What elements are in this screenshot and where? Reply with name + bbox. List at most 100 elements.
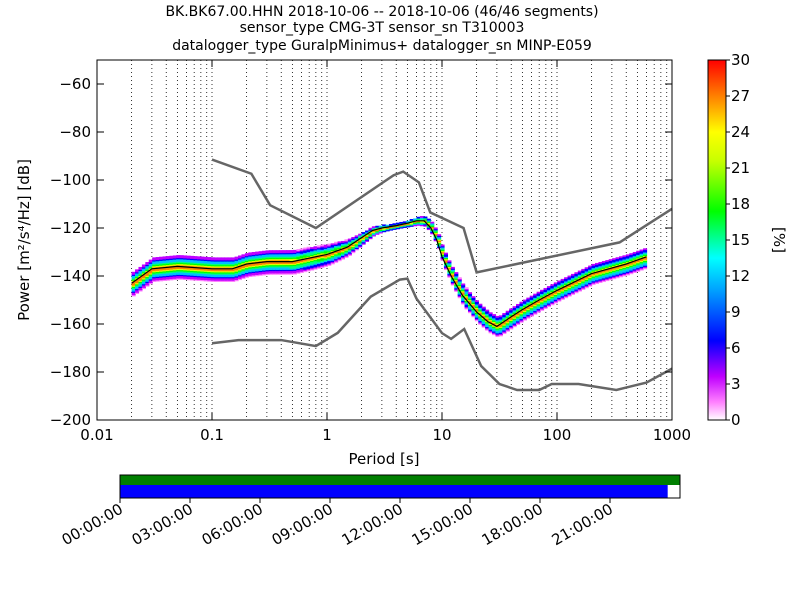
heatmap-cell — [478, 306, 483, 308]
heatmap-cell — [213, 266, 219, 269]
heatmap-cell — [533, 310, 538, 313]
heatmap-cell — [169, 262, 174, 265]
heatmap-cell — [519, 317, 524, 320]
heatmap-cell — [176, 262, 181, 265]
heatmap-cell — [258, 254, 263, 257]
heatmap-cell — [323, 247, 328, 249]
heatmap-cell — [601, 265, 606, 268]
heatmap-cell — [282, 269, 287, 272]
heatmap-cell — [152, 259, 157, 262]
heatmap-cell — [577, 274, 582, 276]
heatmap-cell — [481, 311, 486, 314]
heatmap-cell — [612, 268, 617, 271]
heatmap-cell — [395, 227, 400, 230]
heatmap-cell — [399, 225, 404, 228]
heatmap-cell — [234, 257, 239, 260]
heatmap-cell — [612, 267, 617, 270]
heatmap-cell — [536, 306, 541, 308]
x-tick-label: 100 — [543, 426, 572, 444]
heatmap-cell — [268, 270, 273, 273]
heatmap-cell — [560, 282, 565, 285]
heatmap-cell — [632, 257, 637, 260]
heatmap-cell — [632, 265, 637, 267]
heatmap-cell — [152, 264, 157, 267]
heatmap-cell — [536, 292, 541, 295]
heatmap-cell — [608, 260, 613, 263]
heatmap-cell — [279, 250, 284, 252]
heatmap-cell — [238, 275, 243, 278]
heatmap-cell — [275, 258, 280, 261]
heatmap-cell — [327, 246, 332, 248]
heatmap-cell — [636, 255, 641, 258]
noise-models — [211, 158, 673, 392]
heatmap-cell — [203, 259, 208, 262]
heatmap-cell — [241, 266, 246, 269]
heatmap-cell — [492, 333, 497, 336]
heatmap-cell — [584, 268, 589, 271]
heatmap-cell — [577, 289, 582, 292]
heatmap-cell — [557, 294, 562, 297]
heatmap-cell — [279, 251, 284, 254]
heatmap-cell — [361, 238, 366, 240]
heatmap-cell — [330, 258, 335, 261]
heatmap-cell — [262, 259, 267, 261]
heatmap-cell — [430, 224, 435, 226]
heatmap-cell — [344, 254, 349, 257]
heatmap-cell — [210, 265, 215, 268]
heatmap-cell — [505, 322, 510, 325]
heatmap-cell — [591, 275, 596, 278]
heatmap-cell — [416, 217, 421, 220]
heatmap-cell — [584, 282, 589, 285]
heatmap-cell — [224, 263, 229, 266]
heatmap-cell — [282, 253, 287, 256]
heatmap-cell — [272, 250, 277, 252]
heatmap-cell — [169, 258, 174, 260]
heatmap-cell — [502, 329, 507, 332]
heatmap-cell — [296, 249, 301, 251]
colorbar-tick-label: 18 — [731, 195, 750, 213]
heatmap-cell — [447, 262, 452, 265]
heatmap-cell — [152, 274, 157, 276]
heatmap-cell — [200, 279, 205, 282]
heatmap-cell — [255, 268, 260, 271]
heatmap-cell — [553, 300, 558, 303]
heatmap-cell — [176, 256, 181, 259]
heatmap-cell — [378, 229, 383, 232]
heatmap-cell — [498, 328, 503, 331]
heatmap-cell — [601, 274, 606, 277]
heatmap-cell — [471, 313, 476, 315]
heatmap-cell — [227, 276, 232, 279]
heatmap-cell — [478, 313, 483, 316]
heatmap-cell — [169, 259, 174, 262]
heatmap-cell — [292, 271, 297, 274]
heatmap-cell — [395, 225, 400, 227]
heatmap-cell — [591, 273, 596, 276]
heatmap-cell — [327, 255, 332, 258]
heatmap-cell — [323, 251, 328, 254]
heatmap-cell — [615, 266, 620, 269]
heatmap-cell — [138, 280, 143, 282]
y-tick-label: −120 — [50, 219, 91, 237]
heatmap-cell — [619, 268, 624, 271]
heatmap-cell — [481, 313, 486, 316]
heatmap-cell — [344, 245, 349, 248]
heatmap-cell — [279, 271, 284, 274]
heatmap-cell — [608, 269, 613, 272]
heatmap-cell — [526, 298, 531, 301]
heatmap-cell — [498, 323, 503, 326]
heatmap-cell — [251, 263, 256, 266]
heatmap-cell — [282, 272, 287, 275]
heatmap-cell — [210, 271, 215, 274]
heatmap-cell — [557, 291, 562, 294]
heatmap-cell — [279, 270, 284, 273]
heatmap-cell — [251, 253, 256, 255]
heatmap-cell — [430, 222, 435, 225]
heatmap-cell — [464, 287, 469, 290]
heatmap-cell — [289, 262, 294, 264]
heatmap-cell — [224, 266, 229, 269]
heatmap-cell — [536, 304, 541, 307]
plot-area: 0.01 0.1 1 10 100 1000 −60−80−100−120−140−160… — [15, 59, 691, 468]
heatmap-cell — [478, 310, 483, 313]
heatmap-cell — [629, 255, 634, 258]
